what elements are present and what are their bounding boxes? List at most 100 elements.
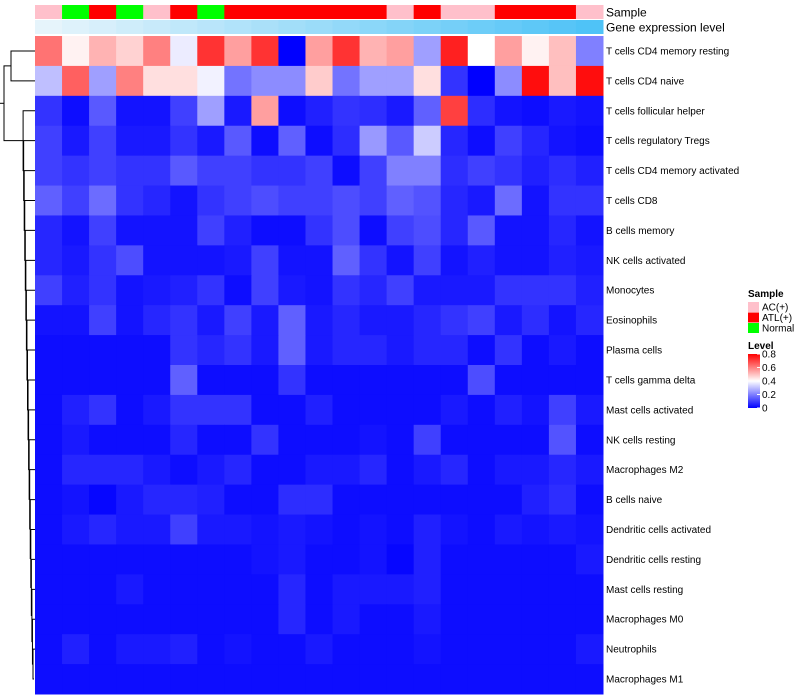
row-label: Monocytes [606, 286, 654, 297]
heatmap-body [35, 36, 604, 695]
gene-expression-cell [413, 20, 442, 34]
heatmap-cell [89, 365, 117, 396]
heatmap-cell [413, 514, 442, 545]
heatmap-cell [521, 65, 550, 97]
level-tick-label: 0.6 [762, 363, 776, 374]
heatmap-cell [521, 484, 550, 516]
heatmap-cell [224, 245, 252, 276]
heatmap-cell [62, 335, 90, 366]
heatmap-cell [89, 305, 117, 336]
heatmap-cell [89, 215, 117, 246]
sample-annotation-cell [413, 5, 442, 19]
sample-annotation-cell [305, 5, 334, 19]
heatmap-cell [413, 544, 442, 575]
heatmap-cell [332, 484, 361, 516]
heatmap-cell [197, 125, 225, 157]
heatmap-cell [35, 245, 63, 276]
heatmap-cell [332, 574, 361, 605]
heatmap-cell [251, 424, 279, 456]
heatmap-cell [575, 185, 604, 216]
heatmap-cell [575, 544, 604, 575]
heatmap-cell [224, 125, 252, 157]
heatmap-cell [548, 574, 577, 605]
heatmap-cell [413, 305, 442, 336]
heatmap-cell [278, 95, 306, 127]
heatmap-cell [440, 365, 469, 396]
heatmap-cell [440, 185, 469, 216]
sample-annotation-cell [386, 5, 415, 19]
heatmap-cell [278, 574, 306, 605]
heatmap-cell [332, 514, 361, 545]
gene-expression-cell [251, 20, 279, 34]
heatmap-cell [143, 275, 171, 306]
heatmap-cell [170, 664, 198, 695]
heatmap-cell [35, 185, 63, 216]
heatmap-cell [35, 215, 63, 246]
heatmap-cell [35, 484, 63, 516]
heatmap-cell [494, 305, 523, 336]
heatmap-cell [305, 245, 334, 276]
heatmap-cell [62, 245, 90, 276]
heatmap-cell [224, 365, 252, 396]
heatmap-cell [575, 275, 604, 306]
heatmap-cell [386, 95, 415, 127]
gene-expression-cell [332, 20, 361, 34]
heatmap-cell [386, 544, 415, 575]
heatmap-cell [548, 664, 577, 695]
heatmap-cell [251, 634, 279, 665]
heatmap-cell [278, 544, 306, 575]
heatmap-cell [467, 365, 496, 396]
heatmap-cell [467, 275, 496, 306]
heatmap-cell [116, 155, 144, 187]
heatmap-cell [35, 604, 63, 635]
heatmap-cell [62, 394, 90, 426]
level-legend-ticks: 0.8 0.6 0.4 0.2 0 [757, 350, 776, 415]
heatmap-cell [575, 36, 604, 67]
gene-expression-cell [89, 20, 117, 34]
sample-legend-swatch [748, 323, 759, 333]
row-label: Plasma cells [606, 346, 662, 357]
heatmap-cell [548, 365, 577, 396]
sample-legend-entries: AC(+)ATL(+)Normal [748, 302, 794, 335]
heatmap-cell [89, 335, 117, 366]
heatmap-cell [224, 454, 252, 486]
heatmap-cell [575, 305, 604, 336]
heatmap-cell [305, 185, 334, 216]
heatmap-cell [224, 604, 252, 635]
heatmap-cell [278, 664, 306, 695]
heatmap-cell [62, 185, 90, 216]
heatmap-cell [89, 634, 117, 665]
gene-expression-cell [170, 20, 198, 34]
heatmap-cell [35, 634, 63, 665]
heatmap-cell [89, 65, 117, 97]
heatmap-cell [467, 335, 496, 366]
gene-expression-cell [494, 20, 523, 34]
heatmap-cell [116, 65, 144, 97]
gene-expression-cell [62, 20, 90, 34]
sample-annotation-cell [62, 5, 90, 19]
heatmap-cell [305, 335, 334, 366]
heatmap-cell [413, 275, 442, 306]
heatmap-cell [467, 95, 496, 127]
heatmap-cell [575, 125, 604, 157]
dendrogram-branch [32, 648, 35, 680]
heatmap-cell [62, 215, 90, 246]
heatmap-cell [386, 125, 415, 157]
heatmap-cell [62, 454, 90, 486]
heatmap-cell [224, 634, 252, 665]
heatmap-cell [116, 245, 144, 276]
sample-annotation-cell [116, 5, 144, 19]
row-label: T cells CD4 naive [606, 76, 685, 87]
heatmap-cell [251, 365, 279, 396]
sample-annotation-track [35, 5, 604, 19]
heatmap-cell [143, 125, 171, 157]
heatmap-cell [575, 245, 604, 276]
heatmap-cell [359, 185, 388, 216]
heatmap-cell [251, 454, 279, 486]
heatmap-cell [116, 484, 144, 516]
heatmap-cell [197, 95, 225, 127]
heatmap-cell [89, 185, 117, 216]
level-tick-label: 0.8 [762, 350, 776, 361]
heatmap-cell [359, 365, 388, 396]
row-label: NK cells resting [606, 435, 675, 446]
